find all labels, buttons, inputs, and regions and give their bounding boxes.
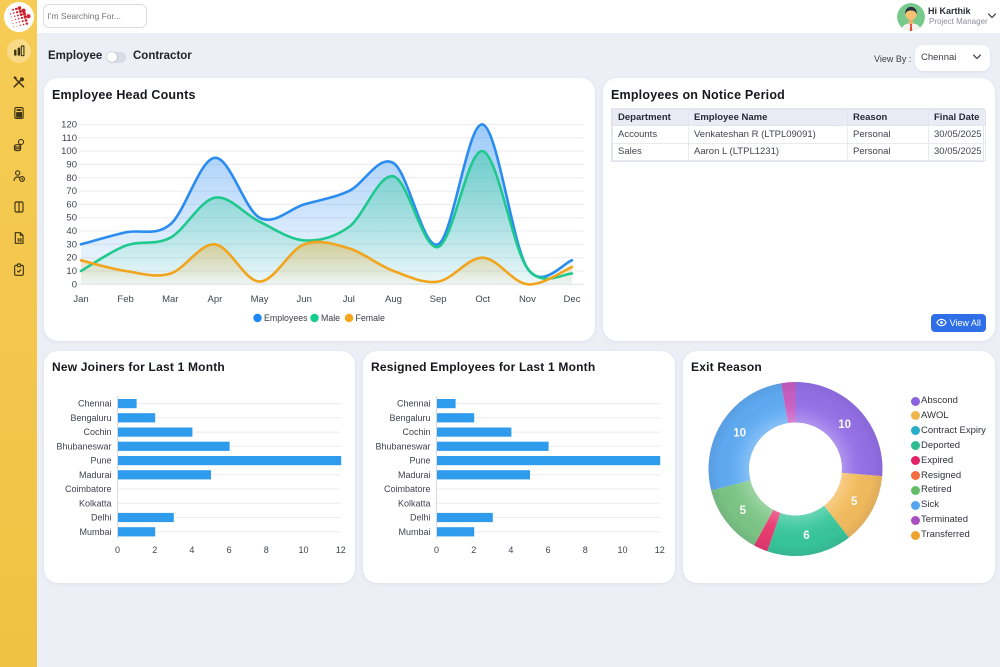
svg-text:0: 0 [115, 545, 120, 555]
svg-text:80: 80 [66, 173, 77, 184]
svg-text:6: 6 [227, 545, 232, 555]
svg-text:Jan: Jan [73, 294, 88, 305]
svg-text:Dec: Dec [564, 294, 581, 305]
svg-text:6: 6 [546, 545, 551, 555]
svg-text:2: 2 [152, 545, 157, 555]
svg-text:Delhi: Delhi [410, 513, 431, 523]
svg-text:Sep: Sep [430, 294, 447, 305]
svg-text:Bengaluru: Bengaluru [389, 413, 430, 423]
svg-text:Employees: Employees [264, 313, 308, 323]
svg-text:Chennai: Chennai [78, 399, 112, 409]
svg-text:Nov: Nov [519, 294, 536, 305]
svg-text:Delhi: Delhi [91, 513, 112, 523]
svg-text:Feb: Feb [117, 294, 133, 305]
svg-text:0: 0 [72, 279, 77, 290]
svg-text:10: 10 [617, 545, 627, 555]
svg-text:Pune: Pune [409, 456, 430, 466]
svg-text:60: 60 [66, 199, 77, 210]
svg-text:Jun: Jun [297, 294, 312, 305]
svg-text:10: 10 [298, 545, 308, 555]
svg-text:Oct: Oct [475, 294, 490, 305]
svg-text:4: 4 [508, 545, 513, 555]
svg-text:Bengaluru: Bengaluru [70, 413, 111, 423]
svg-text:Male: Male [321, 313, 340, 323]
svg-text:Bhubaneswar: Bhubaneswar [56, 441, 111, 451]
svg-text:30: 30 [66, 239, 77, 250]
svg-text:Madurai: Madurai [398, 470, 431, 480]
svg-text:Apr: Apr [208, 294, 223, 305]
svg-text:2: 2 [471, 545, 476, 555]
svg-text:Female: Female [356, 313, 385, 323]
svg-text:8: 8 [583, 545, 588, 555]
svg-text:Pune: Pune [90, 456, 111, 466]
svg-text:Mumbai: Mumbai [79, 527, 111, 537]
svg-text:Chennai: Chennai [397, 399, 431, 409]
svg-text:Cochin: Cochin [83, 427, 111, 437]
svg-text:10: 10 [66, 266, 77, 277]
svg-text:40: 40 [66, 226, 77, 237]
svg-text:100: 100 [61, 146, 77, 157]
svg-text:12: 12 [336, 545, 346, 555]
svg-text:Coimbatore: Coimbatore [65, 484, 112, 494]
svg-text:Aug: Aug [385, 294, 402, 305]
svg-text:110: 110 [62, 133, 77, 144]
svg-text:May: May [251, 294, 269, 305]
svg-text:Bhubaneswar: Bhubaneswar [375, 441, 430, 451]
svg-text:0: 0 [434, 545, 439, 555]
svg-text:Mumbai: Mumbai [398, 527, 430, 537]
svg-text:50: 50 [66, 213, 77, 224]
svg-text:Mar: Mar [162, 294, 178, 305]
svg-text:Jul: Jul [343, 294, 355, 305]
svg-text:120: 120 [61, 120, 77, 131]
svg-text:Cochin: Cochin [402, 427, 430, 437]
svg-text:20: 20 [66, 253, 77, 264]
svg-text:90: 90 [66, 159, 77, 170]
svg-text:Madurai: Madurai [79, 470, 112, 480]
svg-text:8: 8 [264, 545, 269, 555]
svg-text:70: 70 [66, 186, 77, 197]
svg-text:12: 12 [655, 545, 665, 555]
svg-text:4: 4 [189, 545, 194, 555]
svg-text:Kolkatta: Kolkatta [79, 498, 112, 508]
svg-text:Coimbatore: Coimbatore [384, 484, 431, 494]
svg-text:Kolkatta: Kolkatta [398, 498, 431, 508]
